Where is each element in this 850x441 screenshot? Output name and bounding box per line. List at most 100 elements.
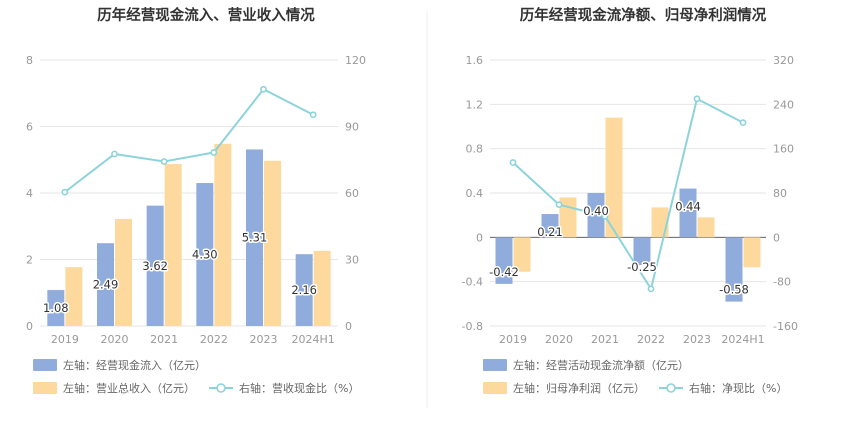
x-axis-tick-label: 2021 (150, 333, 178, 346)
x-axis-tick-label: 2019 (499, 333, 527, 346)
bar-secondary (313, 250, 331, 326)
bar-data-label: 4.30 (192, 248, 218, 262)
bar-primary (633, 237, 651, 266)
line-point (111, 150, 118, 158)
legend-label: 右轴：净现比（%） (689, 381, 787, 395)
line-point (309, 111, 317, 119)
left-axis-tick-label: -0.8 (462, 320, 483, 333)
right-axis-tick-label: 0 (773, 231, 780, 244)
bar-primary (196, 183, 214, 326)
bar-primary (725, 237, 743, 302)
left-axis-tick-label: 1.2 (466, 98, 484, 111)
bar-secondary (214, 143, 232, 326)
line-point (647, 285, 655, 293)
bar-data-label: 0.44 (675, 200, 701, 214)
bar-data-label: 5.31 (242, 231, 268, 245)
right-axis-tick-label: 240 (773, 98, 794, 111)
bar-data-label: -0.25 (627, 260, 657, 274)
bar-data-label: 0.21 (537, 225, 563, 239)
left-axis-tick-label: 0.8 (466, 143, 484, 156)
left-axis-tick-label: 8 (26, 54, 33, 67)
x-axis-tick-label: 2020 (101, 333, 129, 346)
line-point (601, 212, 609, 220)
line-point (260, 85, 267, 93)
x-axis-tick-label: 2023 (250, 333, 278, 346)
x-axis-tick-label: 2021 (591, 333, 619, 346)
left-axis-tick-label: 6 (26, 121, 33, 134)
chart-title: 历年经营现金流净额、归母净利润情况 (520, 6, 767, 24)
bar-primary (246, 149, 263, 326)
bar-data-label: 0.40 (583, 204, 609, 218)
left-axis-tick-label: 0 (26, 320, 33, 333)
bar-primary (295, 254, 313, 326)
legend-label: 左轴：归母净利润（亿元） (513, 381, 645, 395)
bar-secondary (164, 164, 182, 326)
bar-primary (541, 214, 559, 238)
line-point (739, 119, 747, 127)
left-axis-tick-label: -0.4 (462, 276, 483, 289)
legend-swatch-secondary-bar (33, 382, 57, 394)
bar-secondary (264, 160, 281, 326)
left-axis-tick-label: 0.4 (466, 187, 484, 200)
x-axis-tick-label: 2022 (637, 333, 665, 346)
right-axis-tick-label: 30 (345, 254, 359, 267)
bar-primary (146, 205, 164, 326)
chart-title: 历年经营现金流入、营业收入情况 (97, 6, 315, 24)
bar-secondary (651, 207, 669, 238)
line-series (512, 97, 744, 292)
bar-data-label: 1.08 (43, 301, 69, 315)
legend-swatch-primary-bar (483, 359, 507, 371)
line-series (64, 87, 314, 193)
bar-data-label: 2.49 (93, 278, 119, 292)
right-axis-tick-label: -160 (773, 320, 798, 333)
x-axis-tick-label: 2020 (545, 333, 573, 346)
legend-swatch-primary-bar (33, 359, 57, 371)
left-axis-tick-label: 4 (26, 187, 33, 200)
right-axis-tick-label: 60 (345, 187, 359, 200)
legend-swatch-secondary-bar (483, 382, 507, 394)
legend-label: 左轴：经营活动现金流净额（亿元） (513, 358, 689, 372)
legend-label: 左轴：营业总收入（亿元） (63, 381, 195, 395)
right-axis-tick-label: 120 (345, 54, 366, 67)
right-axis-tick-label: 90 (345, 121, 359, 134)
right-axis-tick-label: 80 (773, 187, 787, 200)
bar-secondary (513, 237, 531, 272)
bar-secondary (697, 217, 715, 238)
bar-secondary (65, 267, 83, 326)
legend-label: 右轴：营收现金比（%） (239, 381, 359, 395)
bar-secondary (115, 218, 132, 326)
bar-primary (495, 237, 513, 284)
x-axis-tick-label: 2019 (51, 333, 79, 346)
line-point (555, 201, 563, 209)
x-axis-tick-label: 2023 (683, 333, 711, 346)
left-axis-tick-label: 1.6 (466, 54, 484, 67)
line-point (210, 149, 218, 156)
bar-data-label: -0.58 (719, 283, 749, 297)
right-axis-tick-label: 160 (773, 143, 794, 156)
bar-primary (97, 243, 114, 326)
line-point (160, 158, 168, 165)
bar-secondary (605, 117, 623, 238)
line-point (509, 159, 517, 166)
bar-primary (47, 290, 65, 326)
bar-data-label: 3.62 (142, 259, 168, 273)
x-axis-tick-label: 2024H1 (292, 333, 335, 346)
bar-primary (679, 188, 697, 238)
right-axis-tick-label: 320 (773, 54, 794, 67)
bar-data-label: 2.16 (291, 283, 317, 297)
left-axis-tick-label: 2 (26, 254, 33, 267)
legend-swatch-line-marker (666, 383, 676, 393)
legend-label: 左轴：经营现金流入（亿元） (63, 358, 206, 372)
x-axis-tick-label: 2024H1 (721, 333, 764, 346)
line-point (61, 188, 69, 196)
bar-data-label: -0.42 (489, 265, 519, 279)
right-axis-tick-label: 0 (345, 320, 352, 333)
left-axis-tick-label: 0 (476, 231, 483, 244)
x-axis-tick-label: 2022 (200, 333, 228, 346)
legend-swatch-line-marker (216, 383, 226, 393)
bar-secondary (743, 237, 761, 268)
line-point (693, 95, 701, 103)
right-axis-tick-label: -80 (773, 276, 791, 289)
